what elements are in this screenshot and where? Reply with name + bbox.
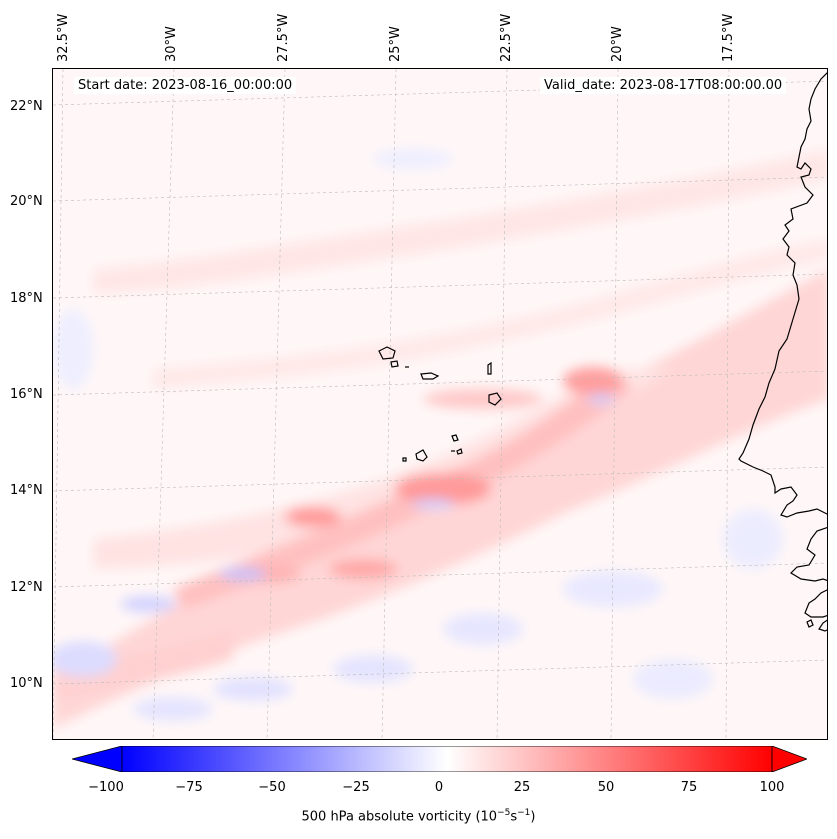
colorbar-tick: 0: [434, 780, 444, 795]
colorbar-max-extend: [771, 746, 807, 772]
map-canvas: [53, 69, 827, 739]
lon-label-17.5w: 17.5°W: [721, 13, 736, 62]
colorbar-tick: 50: [597, 780, 615, 795]
colorbar: [72, 746, 807, 772]
lon-label-22.5w: 22.5°W: [499, 13, 514, 62]
colorbar-tick: −100: [88, 780, 124, 795]
cape-verde-islands: [378, 346, 502, 462]
colorbar-tick: 100: [759, 780, 785, 795]
colorbar-tick: −75: [175, 780, 203, 795]
colorbar-min-extend: [72, 746, 123, 772]
colorbar-tick: 25: [513, 780, 531, 795]
vorticity-map: [52, 68, 828, 740]
lon-label-30w: 30°W: [164, 26, 179, 62]
valid-date-label: Valid_date: 2023-08-17T08:00:00.00: [540, 77, 787, 94]
colorbar-tick: 75: [680, 780, 698, 795]
lat-label-18n: 18°N: [10, 291, 43, 306]
colorbar-title: 500 hPa absolute vorticity (10−5s−1): [301, 808, 536, 825]
lat-label-12n: 12°N: [10, 580, 43, 595]
lat-label-22n: 22°N: [10, 99, 43, 114]
lat-label-14n: 14°N: [10, 483, 43, 498]
lat-label-10n: 10°N: [10, 676, 43, 691]
lon-label-27.5w: 27.5°W: [276, 13, 291, 62]
colorbar-gradient: [121, 746, 773, 772]
colorbar-tick: −50: [258, 780, 286, 795]
start-date-label: Start date: 2023-08-16_00:00:00: [74, 77, 297, 94]
lat-label-16n: 16°N: [10, 387, 43, 402]
lon-label-32.5w: 32.5°W: [56, 13, 71, 62]
colorbar-tick: −25: [342, 780, 370, 795]
vorticity-field: [53, 149, 827, 729]
africa-coastline: [738, 72, 827, 632]
lon-label-20w: 20°W: [610, 26, 625, 62]
lon-label-25w: 25°W: [388, 26, 403, 62]
lat-label-20n: 20°N: [10, 194, 43, 209]
